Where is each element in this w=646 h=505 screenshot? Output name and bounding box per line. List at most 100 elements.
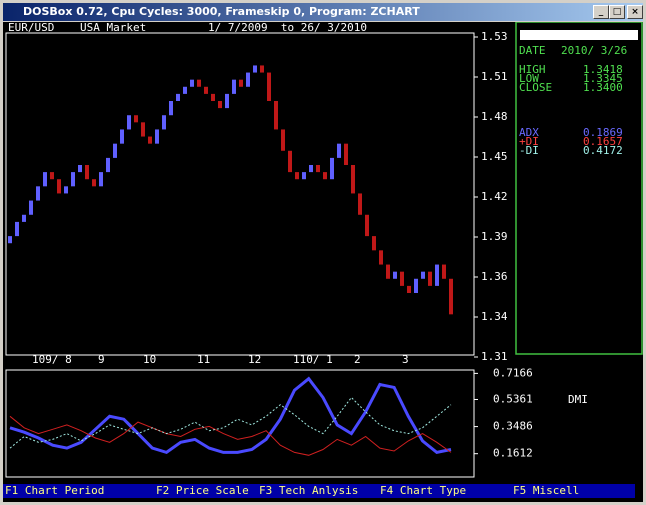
- maximize-button[interactable]: □: [609, 5, 625, 19]
- y-tick-label: 0.1612: [493, 447, 533, 460]
- candle: [442, 264, 446, 279]
- candle: [428, 271, 432, 286]
- candle: [211, 93, 215, 101]
- candle: [106, 157, 110, 173]
- candle: [323, 172, 327, 180]
- y-tick-label: 1.31: [481, 350, 508, 363]
- y-tick-label: 1.51: [481, 70, 508, 83]
- candle: [22, 214, 26, 222]
- market: USA Market: [80, 22, 146, 34]
- dmi-name: -DI: [519, 144, 539, 157]
- date-range: 1/ 7/2009 to 26/ 3/2010: [208, 22, 367, 34]
- candle: [260, 65, 264, 73]
- info-panel: [515, 22, 643, 355]
- price-value: 1.3400: [583, 81, 623, 94]
- candle: [36, 186, 40, 201]
- candle: [295, 172, 299, 180]
- menu-item[interactable]: F5 Miscell: [513, 484, 579, 497]
- x-tick-label: 10: [143, 353, 156, 366]
- price-value: 1.3418: [583, 63, 623, 76]
- candle: [407, 285, 411, 293]
- candle: [267, 72, 271, 101]
- close-button[interactable]: ×: [627, 5, 643, 19]
- price-name: CLOSE: [519, 81, 552, 94]
- candle: [176, 93, 180, 101]
- candle: [372, 236, 376, 251]
- y-tick-label: 0.3486: [493, 420, 533, 433]
- candle: [421, 271, 425, 279]
- info-input: [520, 30, 638, 40]
- price-name: LOW: [519, 72, 539, 85]
- x-tick-label: 12: [248, 353, 261, 366]
- x-tick-label: 3: [402, 353, 409, 366]
- menu-item[interactable]: F3 Tech Anlysis: [259, 484, 358, 497]
- candle: [183, 86, 187, 94]
- candle: [169, 101, 173, 116]
- symbol: EUR/USD: [8, 22, 54, 34]
- candle: [400, 271, 404, 286]
- dmi-value: 0.1869: [583, 126, 623, 139]
- y-tick-label: 0.7166: [493, 366, 533, 379]
- candle: [393, 271, 397, 279]
- x-tick-label: 110/ 1: [293, 353, 333, 366]
- candle: [71, 172, 75, 187]
- minimize-button[interactable]: _: [593, 5, 609, 19]
- candle: [330, 157, 334, 180]
- candle: [337, 143, 341, 158]
- candle: [218, 101, 222, 109]
- dmi-line: [9, 376, 452, 455]
- candle: [29, 200, 33, 215]
- candle: [309, 165, 313, 173]
- candle: [64, 186, 68, 194]
- menu-item[interactable]: F2 Price Scale: [156, 484, 249, 497]
- candle: [246, 72, 250, 87]
- candle: [351, 165, 355, 194]
- candle: [8, 236, 12, 244]
- dmi-name: +DI: [519, 135, 539, 148]
- candle: [281, 129, 285, 151]
- dos-screen: EUR/USD USA Market 1/ 7/2009 to 26/ 3/20…: [3, 22, 643, 502]
- candle: [113, 143, 117, 158]
- x-tick-label: 109/ 8: [32, 353, 72, 366]
- y-tick-label: 0.5361: [493, 392, 533, 405]
- candle: [274, 101, 278, 130]
- window-title: DOSBox 0.72, Cpu Cycles: 3000, Frameskip…: [23, 5, 420, 18]
- price-name: HIGH: [519, 63, 546, 76]
- candle: [414, 278, 418, 293]
- dmi-value: 0.1657: [583, 135, 623, 148]
- candle: [435, 264, 439, 286]
- y-tick-label: 1.53: [481, 30, 508, 43]
- candle: [85, 165, 89, 180]
- screen-bg: [3, 22, 643, 502]
- candle: [386, 264, 390, 279]
- candle: [344, 143, 348, 165]
- y-tick-label: 1.42: [481, 190, 508, 203]
- candle: [148, 136, 152, 144]
- candle: [239, 79, 243, 87]
- menu-bar: [3, 484, 635, 498]
- menu-item[interactable]: F4 Chart Type: [380, 484, 466, 497]
- candle: [204, 86, 208, 94]
- candle: [92, 179, 96, 187]
- x-tick-label: 2: [354, 353, 361, 366]
- dmi-line: [9, 415, 452, 456]
- chart-title: DMI: [568, 393, 588, 406]
- candle: [449, 278, 453, 315]
- candle: [225, 93, 229, 109]
- candle: [120, 129, 124, 144]
- candle: [57, 179, 61, 194]
- dmi-value: 0.4172: [583, 144, 623, 157]
- candle: [162, 115, 166, 130]
- title-bar: DOSBox 0.72, Cpu Cycles: 3000, Frameskip…: [3, 3, 643, 21]
- candle: [134, 115, 138, 123]
- date-value: 2010/ 3/26: [561, 44, 627, 57]
- y-tick-label: 1.39: [481, 230, 508, 243]
- candle: [197, 79, 201, 87]
- candle: [15, 221, 19, 237]
- candle: [78, 165, 82, 173]
- dmi-name: ADX: [519, 126, 539, 139]
- y-tick-label: 1.34: [481, 310, 508, 323]
- menu-item[interactable]: F1 Chart Period: [5, 484, 104, 497]
- candle: [358, 193, 362, 215]
- date-label: DATE: [519, 44, 546, 57]
